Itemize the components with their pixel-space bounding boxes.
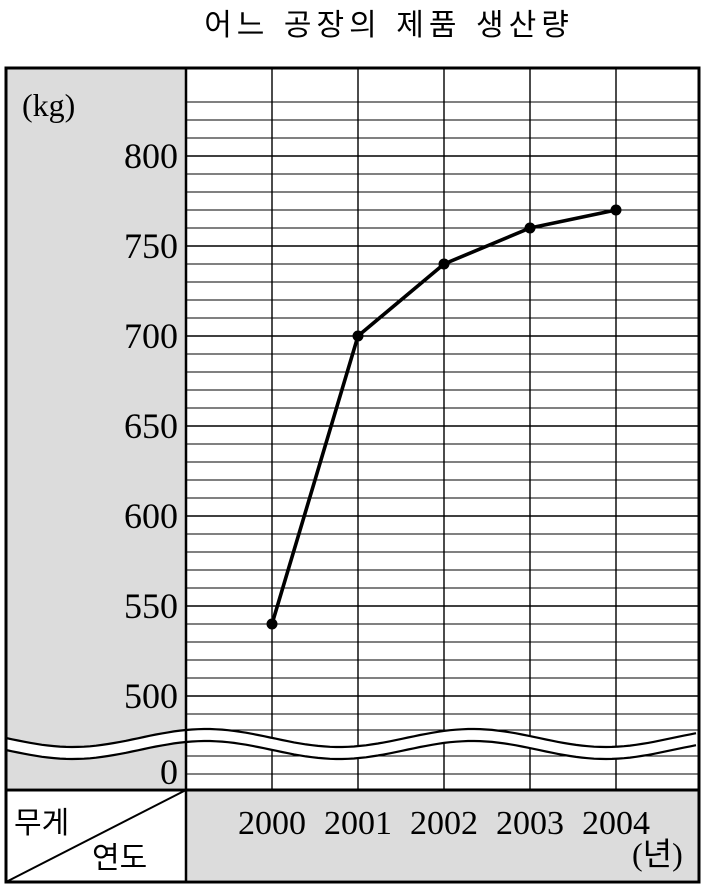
y-tick-label: 750 [124, 226, 178, 266]
y-tick-label: 500 [124, 676, 178, 716]
grid-minor [186, 101, 699, 775]
y-tick-labels: 800 750 700 650 600 550 500 0 [124, 136, 178, 792]
axis-break [5, 727, 697, 761]
y-axis-unit: (kg) [22, 87, 75, 123]
y-tick-label: 700 [124, 316, 178, 356]
x-tick-label: 2001 [324, 805, 392, 842]
x-axis-unit: (년) [632, 836, 683, 872]
x-tick-label: 2000 [238, 805, 306, 842]
chart-frame [4, 66, 701, 884]
data-point [352, 330, 364, 342]
x-tick-label: 2004 [582, 805, 650, 842]
y-tick-label: 0 [160, 752, 178, 792]
x-tick-label: 2003 [496, 805, 564, 842]
data-point [524, 222, 536, 234]
y-tick-label: 800 [124, 136, 178, 176]
row-header-year: 연도 [92, 841, 147, 876]
data-point [438, 258, 450, 270]
data-point [610, 204, 622, 216]
header-diagonal [5, 789, 187, 883]
series-production [266, 204, 622, 630]
axis-break-line-top [5, 727, 697, 749]
chart-title: 어느 공장의 제품 생산량 [204, 8, 574, 43]
row-header-weight: 무게 [14, 806, 69, 841]
axis-break-line-bottom [5, 739, 697, 761]
x-tick-label: 2002 [410, 805, 478, 842]
axis-break-band [6, 729, 696, 759]
grid-vertical [271, 68, 617, 790]
data-point [266, 618, 278, 630]
x-tick-labels: 2000 2001 2002 2003 2004 [238, 805, 650, 842]
y-axis-panel [6, 68, 186, 788]
y-tick-label: 550 [124, 586, 178, 626]
y-tick-label: 600 [124, 496, 178, 536]
y-tick-label: 650 [124, 406, 178, 446]
x-axis-panel [186, 790, 699, 880]
